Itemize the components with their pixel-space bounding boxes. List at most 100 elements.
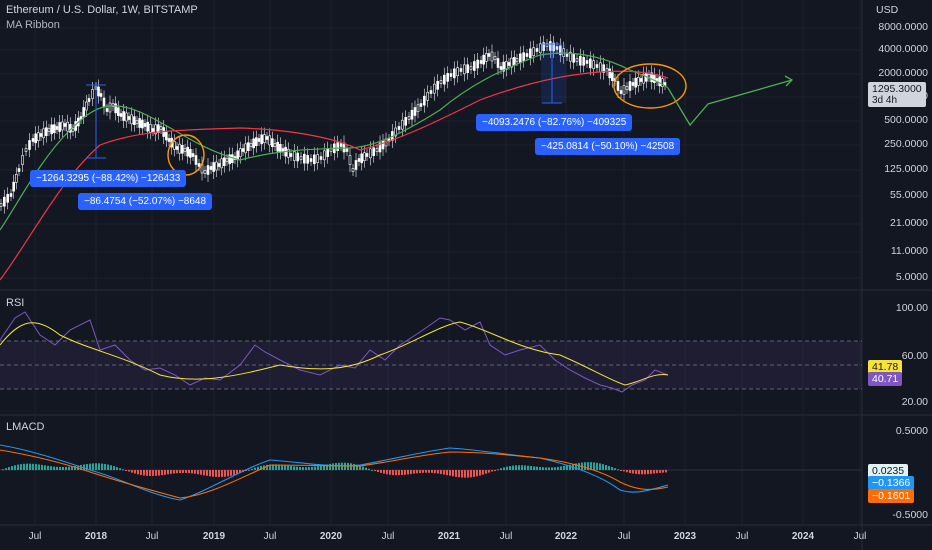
lmacd-hist-bar	[161, 470, 163, 476]
candle	[117, 107, 120, 116]
candle	[634, 77, 637, 88]
lmacd-hist-bar	[293, 466, 295, 470]
time-axis-label: Jul	[499, 531, 513, 542]
lmacd-hist-bar	[329, 463, 331, 470]
candle	[143, 123, 147, 127]
lmacd-hist-bar	[443, 470, 445, 475]
lmacd-hist-bar	[260, 465, 262, 470]
lmacd-hist-bar	[497, 469, 499, 471]
lmacd-hist-bar	[653, 470, 655, 474]
rsi-tick-60: 60.00	[901, 350, 928, 362]
candle	[125, 112, 128, 122]
lmacd-hist-bar	[617, 469, 619, 471]
candle	[443, 74, 446, 85]
lmacd-hist-bar	[620, 470, 622, 471]
candle	[316, 154, 319, 163]
lmacd-hist-bar	[185, 470, 187, 473]
candle	[85, 101, 88, 111]
lmacd-hist-bar	[62, 466, 64, 470]
candle	[255, 137, 258, 146]
price-tick-label: 55.0000	[890, 189, 928, 201]
candle	[228, 154, 231, 165]
candle	[111, 103, 115, 107]
lmacd-pane-label[interactable]: LMACD	[6, 421, 45, 433]
lmacd-hist-bar	[437, 470, 439, 474]
lmacd-hist-bar	[542, 467, 544, 470]
lmacd-hist-bar	[245, 470, 247, 471]
lmacd-hist-bar	[659, 470, 661, 473]
candle	[99, 93, 103, 97]
price-tick-label: 21.0000	[890, 217, 928, 229]
lmacd-hist-bar	[182, 470, 184, 473]
lmacd-hist-bar	[446, 470, 448, 476]
candle	[595, 64, 599, 68]
time-axis-label: 2018	[84, 531, 108, 542]
lmacd-hist-bar	[257, 466, 259, 470]
candle	[407, 116, 411, 120]
candle	[572, 54, 575, 63]
candle	[436, 81, 439, 90]
candle	[354, 160, 358, 170]
lmacd-hist-bar	[527, 465, 529, 470]
candle	[394, 127, 397, 137]
candle	[449, 73, 453, 77]
candle	[42, 128, 45, 139]
lmacd-hist-bar	[356, 464, 358, 470]
rsi-ma-line	[0, 321, 669, 386]
candle	[549, 41, 552, 51]
candle	[476, 59, 479, 69]
lmacd-hist-bar	[554, 467, 556, 470]
lmacd-hist-bar	[2, 469, 4, 471]
lmacd-hist-bar	[152, 470, 154, 476]
candle	[6, 194, 9, 203]
candle	[299, 156, 303, 160]
measure-label-2022[interactable]: −425.0814 (−50.10%) −42508	[535, 138, 681, 155]
lmacd-hist-bar	[149, 470, 151, 476]
lmacd-hist-bar	[467, 470, 469, 478]
lmacd-hist-bar	[194, 470, 196, 474]
lmacd-hist-bar	[422, 470, 424, 473]
candle	[631, 82, 635, 86]
candle	[653, 74, 656, 83]
candle	[293, 151, 296, 161]
candle	[397, 126, 401, 130]
lmacd-hist-bar	[176, 470, 178, 474]
candle	[178, 143, 181, 154]
lmacd-hist-bar	[371, 469, 373, 471]
measure-label-2021[interactable]: −4093.2476 (−82.76%) −409325	[476, 114, 633, 131]
candle	[53, 124, 56, 133]
price-tick-label: 2000.0000	[878, 67, 928, 79]
candle	[642, 73, 645, 84]
lmacd-hist-bar	[248, 469, 250, 471]
candle	[91, 89, 94, 99]
candle	[173, 141, 176, 150]
candle	[507, 62, 511, 66]
candle	[619, 90, 623, 94]
lmacd-hist-bar	[587, 462, 589, 470]
indicator-ma-ribbon-label[interactable]: MA Ribbon	[6, 19, 60, 31]
candle	[151, 128, 155, 132]
candle	[453, 68, 456, 79]
lmacd-hist-bar	[494, 470, 496, 471]
symbol-title[interactable]: Ethereum / U.S. Dollar, 1W, BITSTAMP	[6, 4, 198, 16]
lmacd-hist-bar	[632, 470, 634, 474]
candle	[58, 122, 61, 132]
lmacd-hist-bar	[629, 470, 631, 473]
rsi-pane-label[interactable]: RSI	[6, 297, 25, 309]
lmacd-hist-bar	[503, 467, 505, 470]
highlight-circle-2022	[613, 63, 687, 109]
lmacd-hist-bar	[233, 470, 235, 476]
lmacd-hist-bar	[221, 470, 223, 478]
lmacd-hist-bar	[251, 468, 253, 470]
lmacd-hist-bar	[68, 466, 70, 470]
lmacd-hist-bar	[533, 466, 535, 470]
candle	[37, 132, 40, 141]
measure-label-2018b[interactable]: −86.4754 (−52.07%) −8648	[78, 193, 213, 210]
lmacd-hist-bar	[305, 467, 307, 470]
candle	[71, 128, 75, 132]
measure-label-2018[interactable]: −1264.3295 (−88.42%) −126433	[30, 170, 187, 187]
price-tick-label: 250.0000	[884, 138, 928, 150]
lmacd-hist-bar	[602, 464, 604, 470]
rsi-pane	[0, 311, 862, 393]
